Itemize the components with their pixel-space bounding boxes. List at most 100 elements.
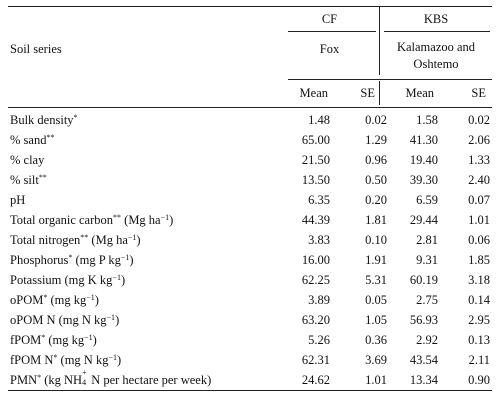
kbs-se-cell: 0.07	[468, 193, 490, 207]
label-text: Bulk density	[10, 113, 74, 127]
label-text: Total nitrogen	[10, 233, 81, 247]
label-text: Total organic carbon	[10, 213, 114, 227]
label-superscript: *	[41, 333, 46, 342]
label-superscript: *	[43, 293, 48, 302]
kbs-mean-cell: 2.92	[416, 333, 438, 347]
kbs-group-rule	[384, 31, 490, 32]
table-row: PMN* (kg NH +4 N per hectare per week) 24.…	[8, 368, 492, 390]
label-text-units: )	[120, 273, 126, 287]
label-text-tail: )	[169, 213, 174, 227]
kbs-se-cell: 2.11	[468, 353, 490, 367]
label-text: fPOM	[10, 333, 42, 347]
label-text-units: (kg NH	[41, 373, 83, 387]
label-text-tail: )	[92, 333, 97, 347]
table-row: Potassium (mg K kg−1) 62.25 5.31 60.19 3.18	[8, 270, 492, 290]
row-label: Potassium (mg K kg−1)	[8, 270, 282, 290]
row-label: Bulk density*	[8, 110, 282, 130]
cf-mean-cell: 13.50	[301, 173, 330, 187]
cf-mean-cell: 62.31	[301, 353, 330, 367]
kbs-mean-cell: 19.40	[409, 153, 438, 167]
label-text-units: )	[115, 313, 120, 327]
cf-se-cell: 0.36	[365, 333, 387, 347]
col-kbs-se: SE	[471, 86, 486, 100]
kbs-mean-cell: 39.30	[409, 173, 438, 187]
count-subscript: 4	[82, 378, 87, 387]
units-exponent: −1	[84, 333, 93, 342]
units-exponent: −1	[160, 213, 170, 222]
kbs-mean-cell: 13.34	[409, 373, 438, 387]
label-text: pH	[10, 193, 26, 207]
label-text: % sand	[10, 133, 47, 147]
table-row: oPOM N (mg N kg−1) 63.20 1.05 56.93 2.95	[8, 310, 492, 330]
label-superscript: **	[38, 173, 47, 182]
table-row: pH 6.35 0.20 6.59 0.07	[8, 190, 492, 210]
label-text-tail: N per hectare per week)	[88, 373, 212, 387]
label-superscript: *	[37, 373, 42, 382]
cf-mean-cell: 44.39	[301, 213, 330, 227]
table-row: oPOM* (mg kg−1) 3.89 0.05 2.75 0.14	[8, 290, 492, 310]
cf-mean-cell: 5.26	[308, 333, 330, 347]
table-row: % sand** 65.00 1.29 41.30 2.06	[8, 130, 492, 150]
row-label: pH	[8, 190, 282, 210]
units-exponent: −1	[120, 253, 130, 262]
cf-group-rule	[288, 31, 376, 32]
row-label: Phosphorus* (mg P kg−1)	[8, 250, 282, 270]
row-label: PMN* (kg NH +4 N per hectare per week)	[8, 368, 282, 390]
label-superscript: *	[68, 253, 73, 262]
ammonium-ion-notation: +4	[82, 368, 88, 387]
cf-se-cell: 3.69	[365, 353, 387, 367]
cf-mean-cell: 24.62	[301, 373, 330, 387]
label-superscript: −1	[112, 273, 121, 282]
site-kbs-header: KBS	[423, 12, 449, 26]
col-cf-mean: Mean	[299, 86, 328, 100]
row-label: Total organic carbon** (Mg ha−1)	[8, 210, 282, 230]
kbs-se-cell: 0.06	[468, 233, 490, 247]
label-text-units: (Mg ha	[121, 213, 161, 227]
row-label: oPOM* (mg kg−1)	[8, 290, 282, 310]
cf-mean-cell: 3.89	[308, 293, 330, 307]
cf-se-cell: 1.91	[365, 253, 387, 267]
label-text-tail: )	[94, 293, 99, 307]
kbs-mean-cell: 43.54	[409, 353, 438, 367]
cf-se-cell: 0.50	[365, 173, 387, 187]
units-exponent: −1	[108, 353, 117, 362]
kbs-se-cell: 2.95	[468, 313, 490, 327]
subheader-rule	[288, 79, 492, 80]
row-label: % silt**	[8, 170, 282, 190]
label-superscript: *	[53, 353, 58, 362]
label-text: % clay	[10, 153, 45, 167]
kbs-mean-cell: 2.75	[416, 293, 438, 307]
cf-mean-cell: 3.83	[308, 233, 330, 247]
table-row: Bulk density* 1.48 0.02 1.58 0.02	[8, 110, 492, 130]
label-superscript: **	[80, 233, 89, 242]
cf-mean-cell: 16.00	[301, 253, 330, 267]
row-label: % clay	[8, 150, 282, 170]
table-row: % clay 21.50 0.96 19.40 1.33	[8, 150, 492, 170]
label-text-units: (mg P kg	[72, 253, 121, 267]
cf-se-cell: 1.05	[365, 313, 387, 327]
kbs-se-cell: 2.40	[468, 173, 490, 187]
label-text-units: (mg kg	[45, 333, 85, 347]
label-text: fPOM N	[10, 353, 54, 367]
row-label: fPOM* (mg kg−1)	[8, 330, 282, 350]
table-header: CF KBS Soil series Fox Kalamazoo and Osh…	[8, 7, 492, 107]
col-cf-se: SE	[360, 86, 375, 100]
cf-se-cell: 5.31	[365, 273, 387, 287]
column-group-separator-mean	[379, 81, 380, 105]
label-text: oPOM	[10, 293, 44, 307]
cf-mean-cell: 63.20	[301, 313, 330, 327]
cf-se-cell: 1.29	[365, 133, 387, 147]
units-exponent: −1	[127, 233, 137, 242]
label-text-tail: )	[116, 353, 122, 367]
cf-se-cell: 0.20	[365, 193, 387, 207]
kbs-se-cell: 0.13	[468, 333, 490, 347]
cf-mean-cell: 6.35	[308, 193, 330, 207]
kbs-mean-cell: 2.81	[416, 233, 438, 247]
column-group-separator	[379, 7, 380, 41]
kbs-mean-cell: 56.93	[409, 313, 438, 327]
row-label: % sand**	[8, 130, 282, 150]
kbs-mean-cell: 41.30	[409, 133, 438, 147]
soil-series-label: Soil series	[10, 42, 62, 56]
column-group-separator-lower	[379, 41, 380, 75]
kbs-mean-cell: 29.44	[409, 213, 438, 227]
